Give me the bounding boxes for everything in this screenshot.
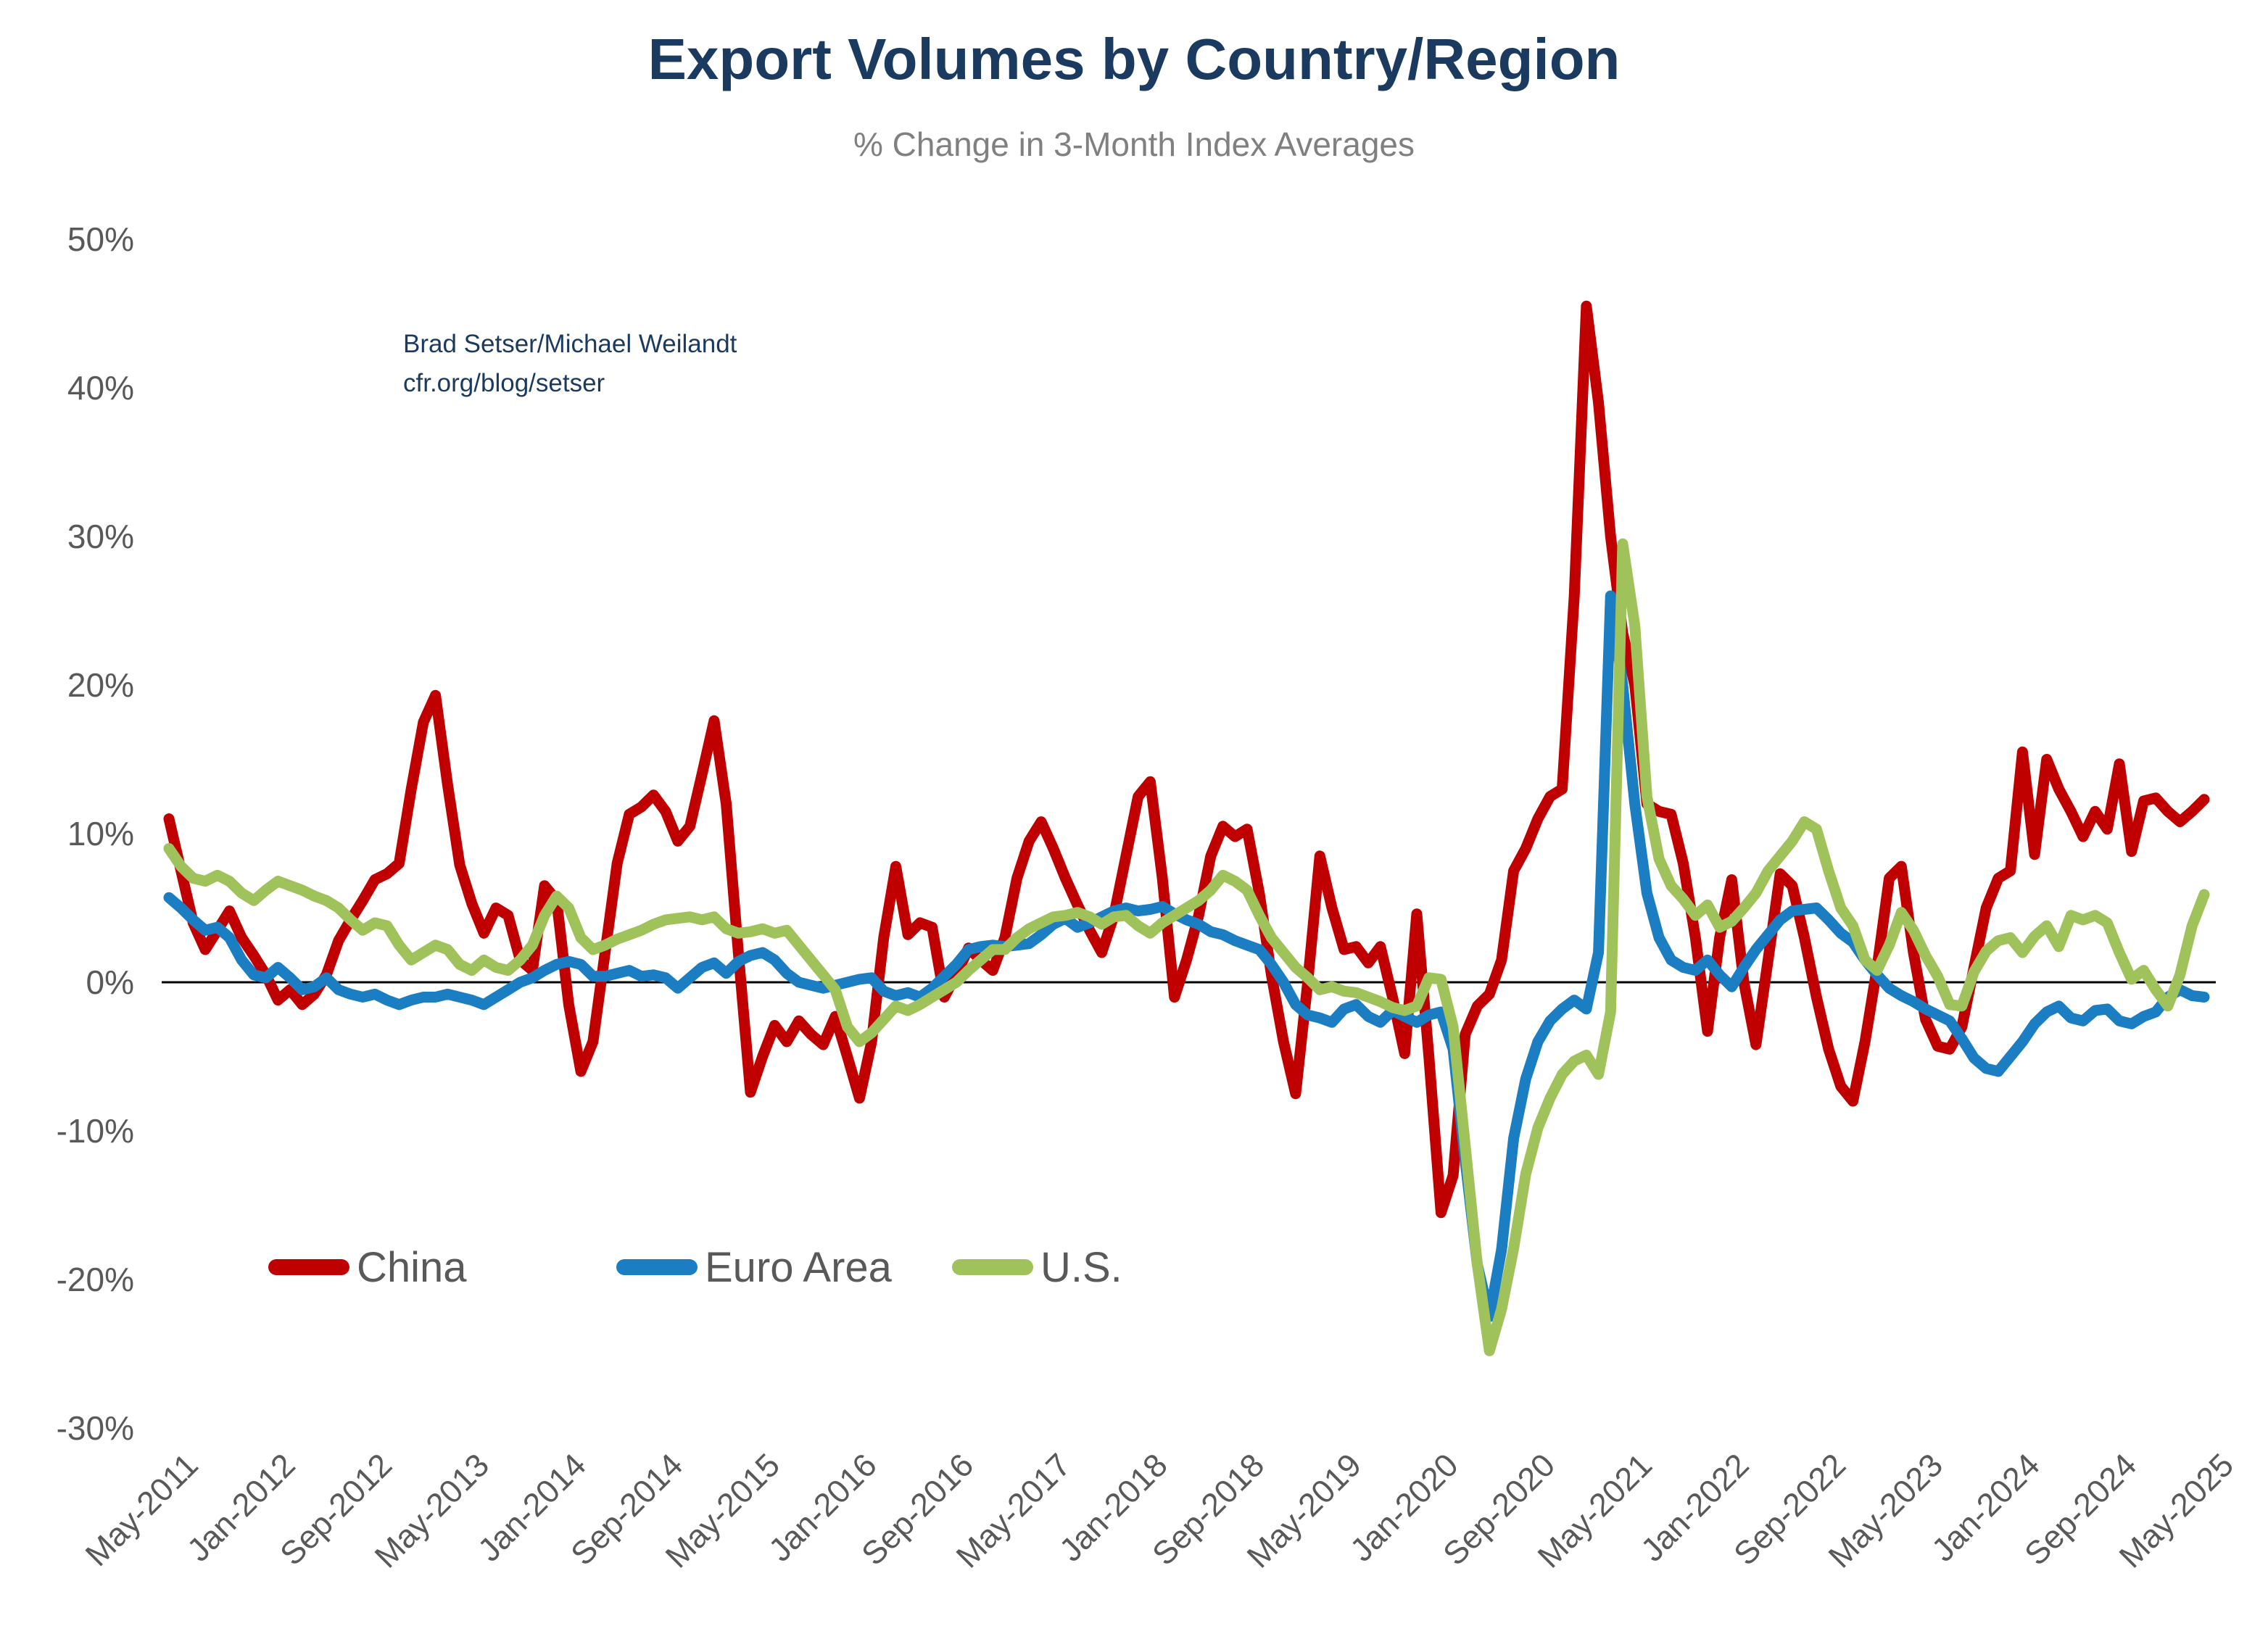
legend-item-us: U.S. [952,1243,1122,1291]
chart-subtitle: % Change in 3-Month Index Averages [853,125,1415,163]
chart-title: Export Volumes by Country/Region [647,27,1621,91]
y-axis-label: 20% [67,666,134,704]
y-axis-label: 50% [67,220,134,258]
annotation-author: Brad Setser/Michael Weilandt [403,330,737,358]
china-line-swatch-icon [268,1259,349,1275]
legend-label-china: China [357,1243,467,1291]
y-axis-label: 40% [67,369,134,407]
y-axis-label: 30% [67,518,134,555]
legend-label-us: U.S. [1040,1243,1122,1291]
source-annotation: Brad Setser/Michael Weilandt cfr.org/blo… [403,325,737,404]
y-axis-label: -20% [56,1261,134,1298]
series-line-china [163,300,2210,1219]
legend-label-euro-area: Euro Area [705,1243,892,1291]
series-line-u-s [163,538,2210,1356]
euro-area-line-swatch-icon [616,1259,698,1275]
y-axis-label: 0% [86,963,134,1001]
us-line-swatch-icon [952,1259,1033,1275]
y-axis-label: -30% [56,1409,134,1447]
y-axis-label: -10% [56,1112,134,1150]
annotation-url: cfr.org/blog/setser [403,369,605,398]
legend-item-china: China [268,1243,467,1291]
legend-item-euro-area: Euro Area [616,1243,892,1291]
legend: China Euro Area U.S. [0,1243,2268,1291]
y-axis-label: 10% [67,815,134,852]
